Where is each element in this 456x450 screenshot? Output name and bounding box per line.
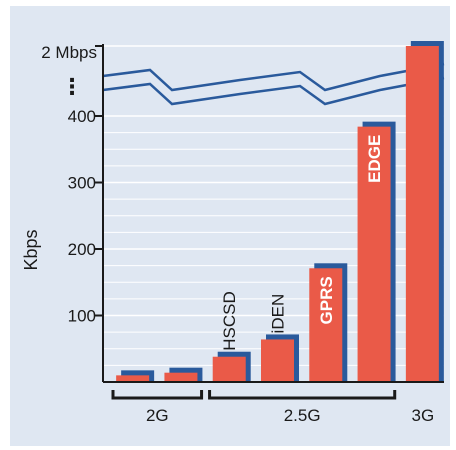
- group-2.5g: 2.5G: [208, 390, 397, 425]
- y-tick-label: 200: [68, 240, 96, 259]
- bar-face: [212, 356, 246, 382]
- group-label: 3G: [412, 406, 435, 425]
- group-bracket: [208, 390, 397, 400]
- bar-gprs: GPRS: [309, 263, 348, 382]
- bar-label-edge: EDGE: [365, 135, 384, 183]
- group-2g: 2G: [111, 390, 204, 425]
- bar-face: [116, 375, 150, 382]
- bar-face: [164, 372, 198, 382]
- bar-3g: [405, 41, 444, 382]
- group-bracket: [111, 390, 204, 400]
- group-label: 2G: [146, 406, 169, 425]
- bar-face: [261, 339, 294, 382]
- axis-break-fill: [103, 64, 444, 104]
- group-3g: 3G: [412, 406, 435, 425]
- bar-edge: EDGE: [357, 121, 396, 382]
- y-tick-label: 100: [68, 307, 96, 326]
- axes: [95, 44, 444, 383]
- bar-label-hscsd: HSCSD: [220, 291, 239, 351]
- bars: HSCSD iDEN GPRS EDGE: [116, 41, 444, 382]
- y-axis-break-dots: ⋮: [61, 74, 83, 99]
- axis-break-line-upper: [102, 62, 445, 92]
- bar-label-iden: iDEN: [269, 294, 288, 334]
- bar-iden: iDEN: [261, 294, 299, 382]
- axis-break-band: [102, 62, 445, 106]
- y-axis-label: Kbps: [21, 229, 41, 270]
- axis-break-line-lower: [102, 76, 445, 106]
- bar-face: [357, 126, 391, 382]
- bar-hscsd: HSCSD: [212, 291, 251, 382]
- y-tick-label: 300: [68, 174, 96, 193]
- bar-face: [405, 46, 439, 382]
- y-tick-label: 400: [68, 107, 96, 126]
- bar-2g-2: [164, 367, 203, 382]
- bar-2g-1: [116, 370, 155, 382]
- y-tick-label-top: 2 Mbps: [41, 43, 97, 62]
- y-tick-labels: 2 Mbps ⋮ 100 200 300 400: [41, 43, 97, 326]
- group-label: 2.5G: [284, 406, 321, 425]
- bar-face: [309, 268, 343, 382]
- bar-label-gprs: GPRS: [317, 276, 336, 324]
- group-brackets: 2G 2.5G 3G: [111, 390, 435, 425]
